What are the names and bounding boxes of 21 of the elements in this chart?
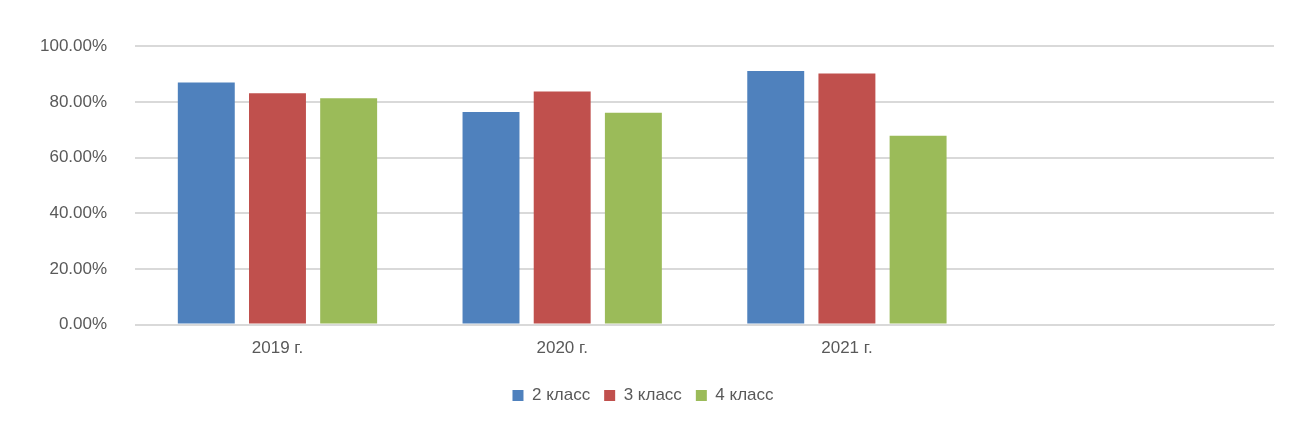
bar bbox=[604, 112, 662, 324]
bar bbox=[818, 73, 876, 324]
legend-label: 4 класс bbox=[715, 385, 775, 405]
legend-label: 2 класс bbox=[531, 385, 591, 405]
bar bbox=[889, 135, 947, 324]
x-tick-label: 2019 г. bbox=[251, 338, 304, 358]
y-tick-label: 60.00% bbox=[49, 147, 108, 167]
bar bbox=[462, 111, 520, 324]
x-tick-label: 2020 г. bbox=[536, 338, 588, 358]
y-tick-label: 100.00% bbox=[39, 35, 108, 55]
bar bbox=[320, 98, 378, 324]
bar bbox=[533, 91, 591, 324]
y-tick-label: 20.00% bbox=[49, 258, 108, 278]
y-tick-label: 40.00% bbox=[49, 202, 108, 222]
legend-label: 3 класс bbox=[623, 385, 683, 405]
y-tick-label: 0.00% bbox=[58, 314, 108, 334]
x-tick-label: 2021 г. bbox=[821, 338, 873, 358]
bar bbox=[177, 82, 235, 324]
y-tick-label: 80.00% bbox=[49, 91, 108, 111]
bar bbox=[249, 93, 306, 324]
bar bbox=[747, 70, 805, 324]
